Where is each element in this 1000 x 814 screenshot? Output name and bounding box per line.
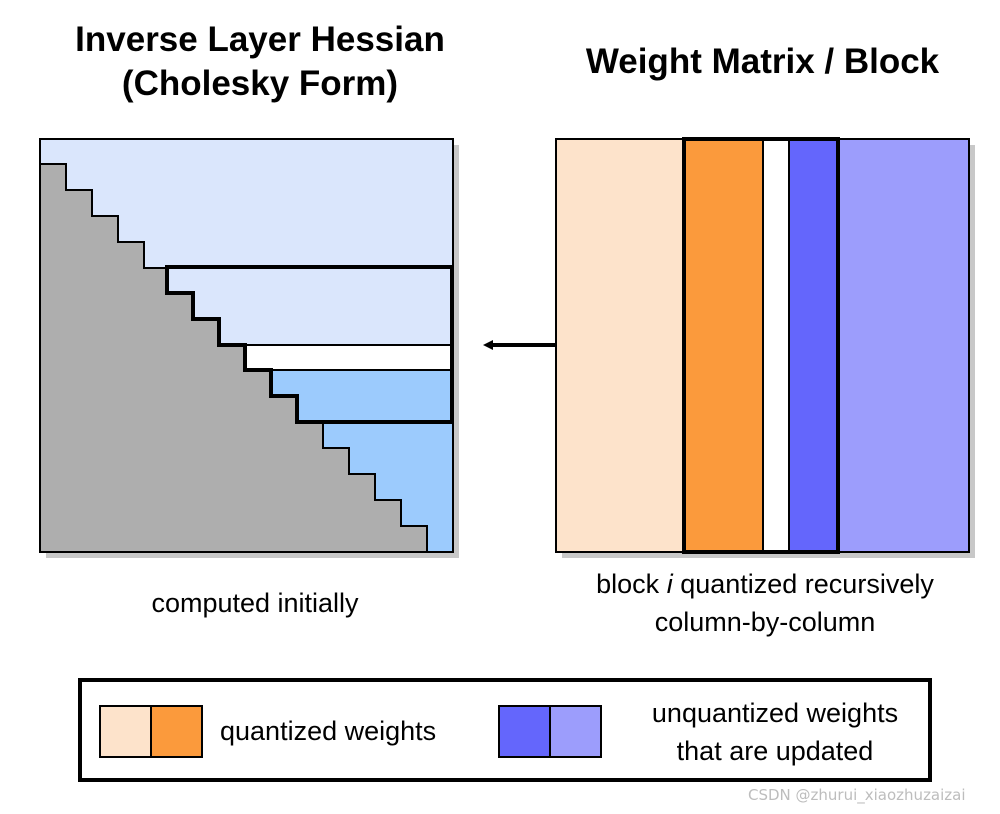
unquantized-columns-light: [837, 138, 970, 553]
quantized-columns-light: [555, 138, 685, 553]
weight-matrix-title: Weight Matrix / Block: [585, 42, 940, 81]
weight-caption-suffix: quantized recursively: [672, 569, 934, 599]
hessian-title-line2: (Cholesky Form): [121, 64, 399, 103]
weight-caption-prefix: block: [596, 569, 667, 599]
unquantized-columns-block: [788, 138, 839, 553]
legend-swatch-peach: [99, 705, 152, 758]
legend-unquantized-label: unquantized weights that are updated: [620, 694, 930, 770]
weight-caption: block i quantized recursively column-by-…: [545, 565, 985, 641]
legend-swatch-light-purple: [549, 705, 602, 758]
hessian-title: Inverse Layer Hessian (Cholesky Form): [20, 18, 500, 106]
legend-swatch-orange: [150, 705, 203, 758]
hessian-current-row: [245, 345, 453, 370]
weight-caption-line2: column-by-column: [654, 607, 876, 637]
weight-caption-italic: i: [666, 569, 673, 599]
hessian-block-outline: [165, 265, 454, 424]
hessian-caption: computed initially: [151, 588, 359, 618]
legend-quantized-label: quantized weights: [220, 716, 437, 746]
legend-box: [78, 678, 932, 782]
hessian-title-line1: Inverse Layer Hessian: [75, 20, 445, 59]
quantized-columns-block: [683, 138, 764, 553]
legend-unquantized-line1: unquantized weights: [651, 698, 899, 728]
weight-matrix: [555, 137, 975, 558]
legend-swatch-dark-purple: [498, 705, 551, 758]
current-column: [762, 138, 790, 553]
hessian-matrix: [39, 138, 459, 558]
watermark: CSDN @zhurui_xiaozhuzaizai: [748, 786, 966, 804]
legend-unquantized-line2: that are updated: [676, 736, 874, 766]
block-i-outline: [682, 137, 840, 554]
weight-caption-line1: block i quantized recursively: [545, 565, 985, 603]
